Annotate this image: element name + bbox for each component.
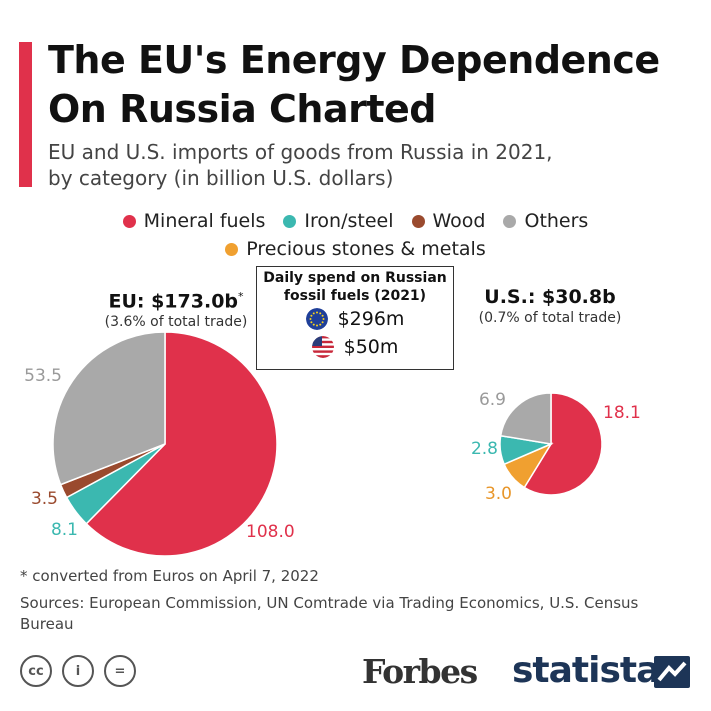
legend-label: Iron/steel xyxy=(304,210,394,232)
legend-item-mineral-fuels: Mineral fuels xyxy=(122,210,266,232)
legend-swatch xyxy=(225,242,239,256)
legend-label: Wood xyxy=(432,210,486,232)
title-accent-bar xyxy=(19,42,32,187)
no-derivatives-icon[interactable]: = xyxy=(104,655,136,687)
legend-swatch xyxy=(283,214,297,228)
legend-swatch xyxy=(503,214,517,228)
us-chart-header: U.S.: $30.8b (0.7% of total trade) xyxy=(455,285,645,327)
eu-chart-header: EU: $173.0b* (3.6% of total trade) xyxy=(56,285,296,331)
statista-logo-icon xyxy=(654,656,690,688)
us-spend-value: $50m xyxy=(343,336,399,358)
legend-swatch xyxy=(411,214,425,228)
data-label: 8.1 xyxy=(51,520,78,540)
us-share: (0.7% of total trade) xyxy=(478,310,622,326)
data-label: 2.8 xyxy=(471,439,498,459)
sources: Sources: European Commission, UN Comtrad… xyxy=(20,594,639,633)
data-label: 53.5 xyxy=(24,366,62,386)
eu-spend-row: $296m xyxy=(257,305,453,333)
eu-pie-chart: 108.0 8.1 3.5 53.5 xyxy=(24,331,295,557)
legend-label: Precious stones & metals xyxy=(246,238,486,260)
statista-logo: statista xyxy=(512,650,660,691)
us-spend-row: $50m xyxy=(257,333,453,361)
data-label: 18.1 xyxy=(603,403,641,423)
page-title: The EU's Energy Dependence On Russia Cha… xyxy=(48,38,660,131)
pie-slice-mineral-fuels xyxy=(85,331,278,557)
legend-item-iron-steel: Iron/steel xyxy=(283,210,394,232)
data-label: 3.0 xyxy=(485,484,512,504)
legend-item-others: Others xyxy=(503,210,588,232)
subtitle: EU and U.S. imports of goods from Russia… xyxy=(48,140,553,190)
legend-label: Others xyxy=(524,210,589,232)
license-icons: cc i = xyxy=(20,655,146,687)
pie-slice-others xyxy=(499,392,552,445)
us-flag-icon xyxy=(311,336,334,358)
attribution-icon[interactable]: i xyxy=(62,655,94,687)
data-label: 3.5 xyxy=(31,489,58,509)
us-total: U.S.: $30.8b xyxy=(484,286,616,308)
forbes-logo: Forbes xyxy=(362,652,478,691)
eu-total: EU: $173.0b xyxy=(108,290,239,313)
eu-share: (3.6% of total trade) xyxy=(104,314,248,331)
legend-swatch xyxy=(122,214,136,228)
data-label: 108.0 xyxy=(246,522,295,542)
pie-slice-others xyxy=(52,331,166,486)
eu-spend-value: $296m xyxy=(337,308,405,330)
eu-flag-icon xyxy=(305,308,328,330)
legend-item-precious-stones: Precious stones & metals xyxy=(225,238,486,260)
daily-spend-box: Daily spend on Russian fossil fuels (202… xyxy=(256,266,454,370)
footnote: * converted from Euros on April 7, 2022 xyxy=(20,567,319,585)
legend-label: Mineral fuels xyxy=(143,210,266,232)
legend: Mineral fuels Iron/steel Wood Others Pre… xyxy=(0,207,711,263)
legend-item-wood: Wood xyxy=(411,210,486,232)
eu-asterisk: * xyxy=(238,290,244,303)
us-pie-chart: 18.1 3.0 2.8 6.9 xyxy=(471,390,641,504)
data-label: 6.9 xyxy=(479,390,506,410)
daily-spend-title: Daily spend on Russian fossil fuels (202… xyxy=(263,270,447,304)
cc-icon[interactable]: cc xyxy=(20,655,52,687)
pie-slice-mineral-fuels xyxy=(523,392,603,496)
